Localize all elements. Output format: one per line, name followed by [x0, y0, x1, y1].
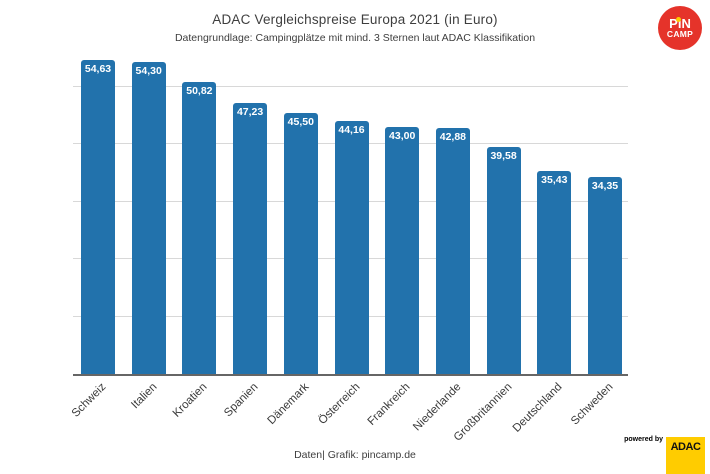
- bar-Spanien: 47,23: [233, 103, 268, 374]
- bar-Kroatien: 50,82: [182, 82, 217, 374]
- bar-value-label: 42,88: [439, 131, 467, 143]
- bar-Großbritannien: 39,58: [486, 147, 521, 374]
- x-axis-labels: Schweiz Italien Kroatien Spanien Dänemark Öst…: [69, 381, 628, 451]
- x-axis-label-Österreich: Österreich: [315, 381, 362, 427]
- x-axis-label-Schweiz: Schweiz: [69, 381, 109, 420]
- chart-title: ADAC Vergleichspreise Europa 2021 (in Eu…: [212, 12, 498, 27]
- credit-text: Daten| Grafik: pincamp.de: [294, 449, 416, 461]
- bar-value-label: 39,58: [490, 150, 517, 162]
- x-axis-label-Spanien: Spanien: [222, 381, 261, 420]
- adac-logo: ADAC: [666, 437, 705, 474]
- chart-subtitle: Datengrundlage: Campingplätze mit mind. …: [174, 32, 536, 44]
- bar-Österreich: 44,16: [334, 121, 369, 374]
- bar-Schweiz: 54,63: [81, 60, 115, 374]
- chart-header: ADAC Vergleichspreise Europa 2021 (in Eu…: [0, 12, 710, 44]
- bar-Deutschland: 35,43: [537, 171, 572, 374]
- x-axis-label-Schweden: Schweden: [569, 381, 616, 428]
- x-axis-label-Frankreich: Frankreich: [365, 381, 413, 428]
- pincamp-yellow-dot-icon: [676, 17, 682, 22]
- x-axis-label-Niederlande: Niederlande: [411, 381, 464, 434]
- x-axis-label-Dänemark: Dänemark: [265, 381, 312, 428]
- pincamp-logo: PiN CAMP: [658, 6, 702, 50]
- pincamp-logo-text-bottom: CAMP: [666, 28, 694, 39]
- powered-by-label: powered by: [624, 436, 663, 443]
- pincamp-logo-text-top: PiN: [669, 15, 691, 31]
- bar-value-label: 47,23: [236, 106, 264, 118]
- x-axis-label-Kroatien: Kroatien: [171, 381, 210, 420]
- bar-value-label: 35,43: [541, 174, 568, 186]
- bar-Frankreich: 43,00: [385, 127, 420, 374]
- bar-value-label: 34,35: [591, 180, 619, 192]
- bar-value-label: 54,30: [135, 65, 162, 77]
- pincamp-logo-pin: PiN: [669, 15, 691, 31]
- x-axis-label-Deutschland: Deutschland: [511, 381, 565, 435]
- bar-value-label: 45,50: [287, 116, 314, 128]
- bar-value-label: 50,82: [186, 85, 213, 97]
- gridline: [73, 86, 628, 87]
- bar-value-label: 43,00: [389, 130, 416, 142]
- bar-value-label: 54,63: [84, 63, 112, 75]
- bar-value-label: 44,16: [338, 124, 365, 136]
- bar-Schweden: 34,35: [588, 177, 622, 374]
- bar-Niederlande: 42,88: [435, 128, 470, 374]
- bar-Dänemark: 45,50: [283, 113, 318, 374]
- x-axis-label-Italien: Italien: [128, 381, 160, 412]
- plot-area: 54,63 54,30 50,82 47,23 45,50 44,16 43,00 42,88…: [73, 56, 628, 376]
- bar-Italien: 54,30: [131, 62, 166, 374]
- adac-logo-text: ADAC: [670, 441, 701, 453]
